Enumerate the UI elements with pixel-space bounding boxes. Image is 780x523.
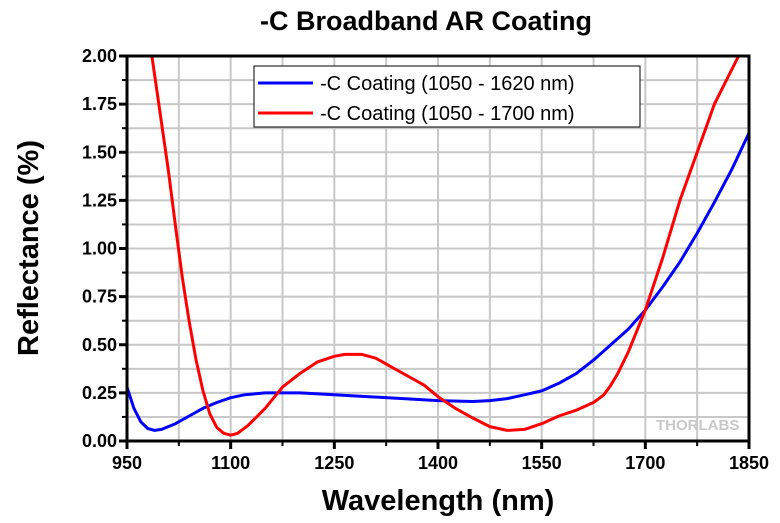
chart-title: -C Broadband AR Coating	[260, 6, 592, 36]
legend-label-1050-1700: -C Coating (1050 - 1700 nm)	[320, 103, 575, 125]
y-tick-label: 1.50	[82, 142, 117, 162]
axis-ticks: 950 1100 1250 1400 1550 1700 1850 0.00 0.25 0.50 0…	[82, 46, 769, 473]
x-tick-label: 1550	[522, 453, 562, 473]
x-axis-label: Wavelength (nm)	[322, 485, 555, 517]
legend: -C Coating (1050 - 1620 nm) -C Coating (…	[253, 65, 641, 128]
y-tick-label: 0.75	[82, 287, 117, 307]
y-tick-label: 1.75	[82, 94, 117, 114]
thorlabs-watermark: THORLABS	[656, 417, 739, 434]
series-line-0	[125, 132, 751, 432]
x-tick-label: 1850	[729, 453, 769, 473]
y-tick-label: 0.25	[82, 383, 117, 403]
y-tick-label: 1.00	[82, 239, 117, 259]
y-tick-label: 2.00	[82, 46, 117, 66]
series-line-1	[150, 55, 740, 437]
x-tick-label: 1100	[211, 453, 250, 473]
legend-box	[253, 65, 641, 128]
x-tick-label: 1250	[314, 453, 354, 473]
y-axis-label: Reflectance (%)	[13, 140, 45, 356]
x-tick-label: 1700	[625, 453, 665, 473]
y-tick-label: 0.50	[82, 335, 117, 355]
y-tick-label: 0.00	[82, 431, 117, 451]
series-group	[125, 55, 751, 437]
y-tick-label: 1.25	[82, 190, 117, 210]
legend-label-1050-1620: -C Coating (1050 - 1620 nm)	[320, 73, 575, 95]
x-tick-label: 950	[112, 453, 142, 473]
x-tick-label: 1400	[418, 453, 458, 473]
